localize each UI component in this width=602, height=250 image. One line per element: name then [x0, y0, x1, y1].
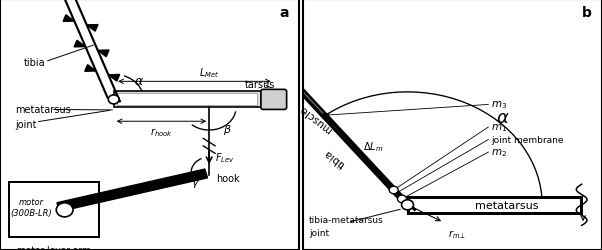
Polygon shape: [63, 16, 75, 22]
Text: $m_2$: $m_2$: [491, 146, 507, 158]
Text: $\Delta L_m$: $\Delta L_m$: [362, 140, 383, 153]
Text: motor lever arm: motor lever arm: [17, 245, 91, 250]
Text: joint: joint: [15, 120, 37, 130]
Circle shape: [108, 96, 119, 104]
Bar: [117, 94, 257, 106]
Text: metatarsus: metatarsus: [15, 105, 70, 115]
Text: motor
(300B-LR): motor (300B-LR): [11, 198, 52, 217]
Bar: [114, 92, 263, 108]
Text: tibia: tibia: [24, 58, 46, 68]
Text: $L_{Met}$: $L_{Met}$: [199, 66, 220, 80]
Text: $\gamma$: $\gamma$: [191, 178, 200, 190]
Text: joint: joint: [309, 228, 329, 237]
Text: $\beta$: $\beta$: [223, 122, 232, 136]
Circle shape: [402, 200, 414, 210]
Text: joint membrane: joint membrane: [491, 136, 564, 144]
Polygon shape: [108, 75, 120, 82]
Text: $m_1$: $m_1$: [491, 122, 507, 134]
Circle shape: [56, 203, 73, 217]
Text: $m_3$: $m_3$: [491, 99, 507, 111]
Bar: [9, 182, 99, 238]
Text: tarsus: tarsus: [245, 80, 275, 90]
Text: $F_{Lev}$: $F_{Lev}$: [215, 151, 235, 164]
Text: muscle: muscle: [298, 103, 334, 134]
Text: hook: hook: [217, 174, 240, 184]
Text: metatarsus: metatarsus: [474, 200, 538, 210]
Circle shape: [389, 186, 398, 194]
Text: b: b: [582, 6, 592, 20]
Polygon shape: [85, 66, 96, 72]
Text: $r_{hook}$: $r_{hook}$: [150, 126, 173, 138]
Text: $\alpha$: $\alpha$: [497, 108, 510, 126]
Polygon shape: [74, 41, 85, 48]
Text: tibia: tibia: [323, 146, 347, 169]
Bar: [323, 114, 328, 118]
Text: $\alpha$: $\alpha$: [134, 75, 144, 88]
Bar: [408, 197, 581, 213]
Polygon shape: [98, 51, 109, 58]
Polygon shape: [57, 170, 208, 211]
Text: a: a: [279, 6, 289, 20]
Circle shape: [397, 195, 406, 203]
Text: tibia-metatarsus: tibia-metatarsus: [309, 216, 383, 224]
Polygon shape: [285, 74, 392, 186]
Text: $r_{m\perp}$: $r_{m\perp}$: [448, 228, 467, 240]
Polygon shape: [87, 26, 98, 32]
FancyBboxPatch shape: [261, 90, 287, 110]
